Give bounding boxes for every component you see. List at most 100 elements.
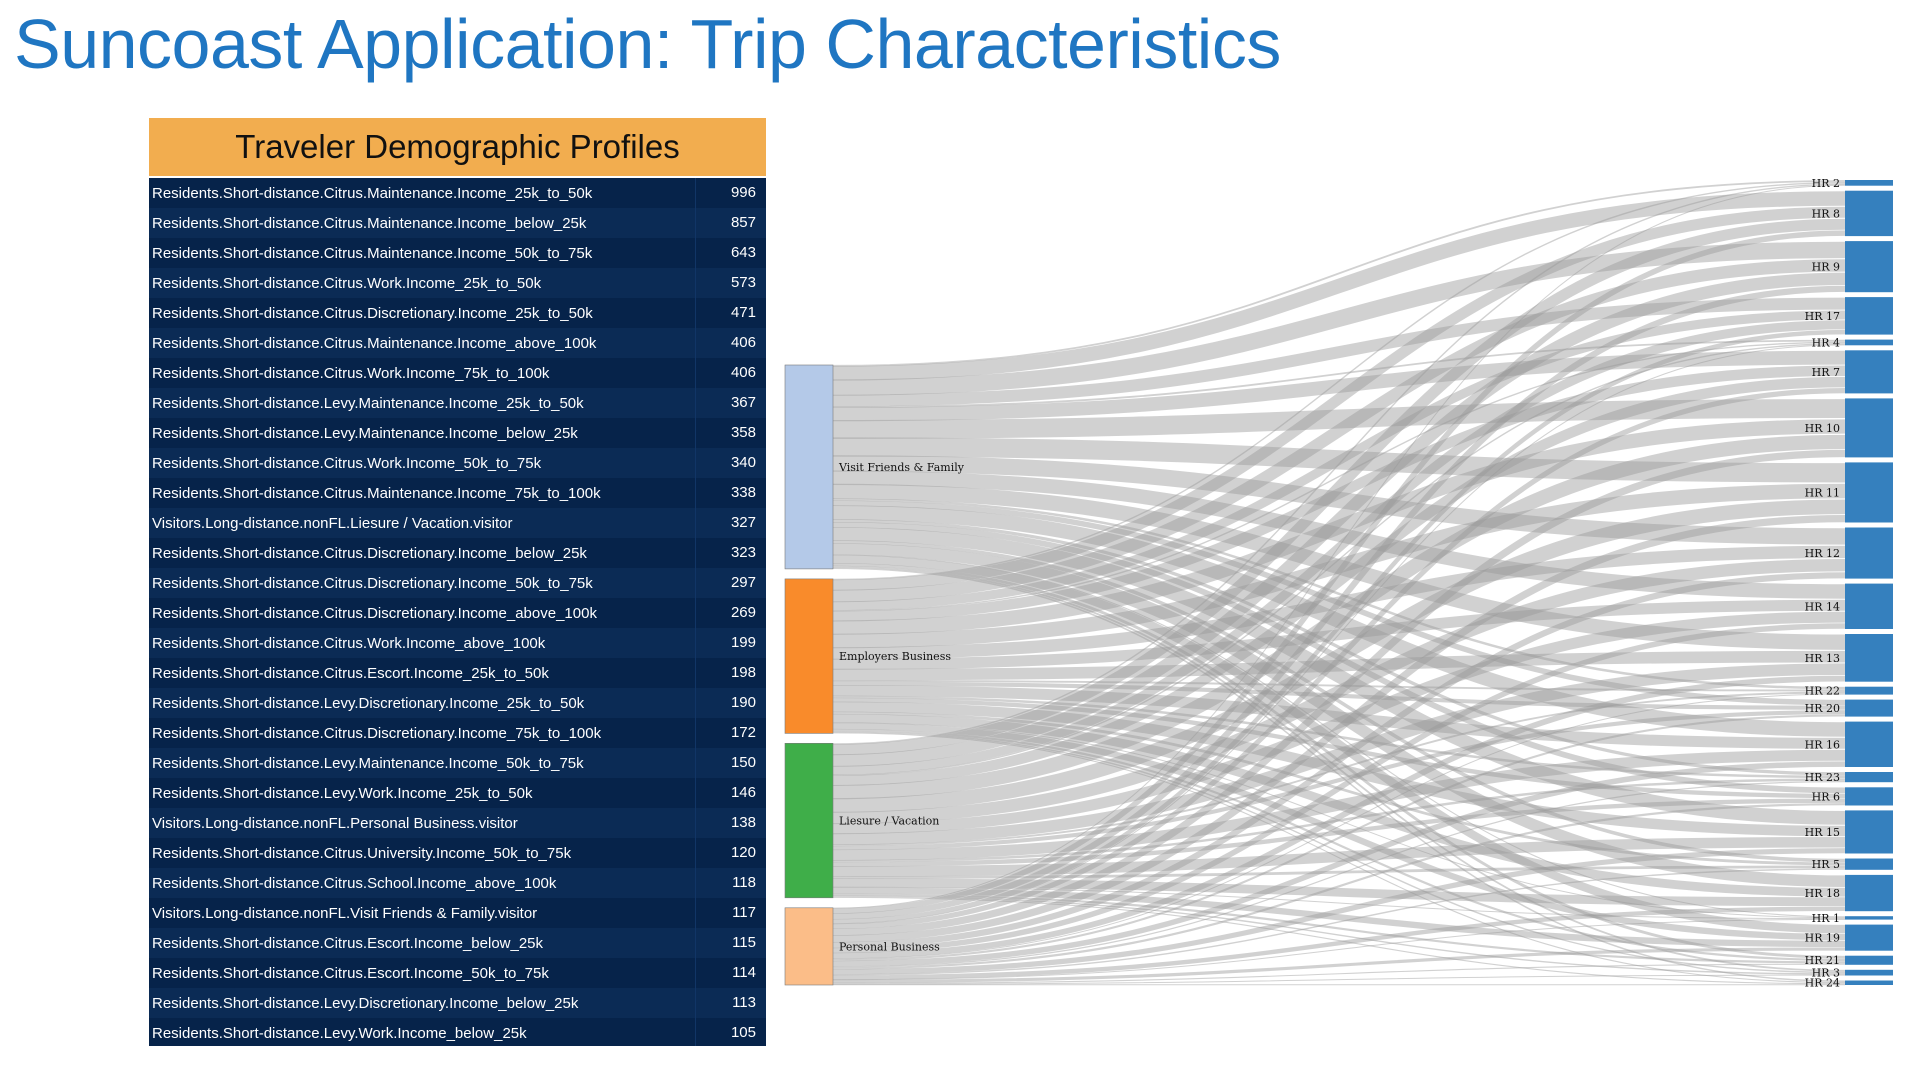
- profile-label: Residents.Short-distance.Levy.Discretion…: [152, 694, 585, 712]
- profile-label: Residents.Short-distance.Citrus.Maintena…: [152, 484, 601, 502]
- sankey-link: [832, 563, 1846, 959]
- sankey-link: [832, 483, 1846, 649]
- sankey-link: [832, 679, 1846, 692]
- sankey-link: [832, 434, 1846, 800]
- sankey-link: [832, 697, 1846, 799]
- target-node-label: HR 23: [1805, 771, 1840, 784]
- sankey-link: [832, 522, 1846, 794]
- profile-count: 190: [695, 688, 766, 718]
- profile-label: Residents.Short-distance.Citrus.Escort.I…: [152, 664, 549, 682]
- profile-label: Visitors.Long-distance.nonFL.Personal Bu…: [152, 814, 518, 832]
- sankey-link: [832, 365, 1846, 622]
- sankey-link: [832, 545, 1846, 660]
- sankey-link: [832, 259, 1846, 603]
- target-node-label: HR 14: [1805, 600, 1840, 613]
- profile-label: Visitors.Long-distance.nonFL.Visit Frien…: [152, 904, 538, 922]
- profile-count: 118: [695, 868, 766, 898]
- sankey-link: [832, 685, 1846, 749]
- profile-label: Residents.Short-distance.Citrus.Discreti…: [152, 574, 593, 592]
- target-node: [1845, 339, 1893, 346]
- sankey-link: [832, 868, 1846, 976]
- profile-count: 857: [695, 208, 766, 238]
- sankey-link: [832, 449, 1846, 936]
- sankey-link: [832, 180, 1846, 367]
- profile-count: 996: [695, 178, 766, 208]
- table-row: Residents.Short-distance.Citrus.Discreti…: [149, 538, 766, 568]
- target-node: [1845, 924, 1893, 951]
- sankey-link: [832, 695, 1846, 779]
- sankey-link: [832, 555, 1846, 934]
- sankey-link: [832, 567, 1846, 982]
- profile-label: Residents.Short-distance.Citrus.Maintena…: [152, 214, 587, 232]
- target-node: [1845, 583, 1893, 629]
- profile-count: 327: [695, 508, 766, 538]
- sankey-link: [832, 963, 1846, 984]
- target-node-label: HR 6: [1812, 790, 1840, 803]
- target-node: [1845, 787, 1893, 806]
- profile-count: 199: [695, 628, 766, 658]
- target-node-label: HR 11: [1805, 487, 1840, 500]
- sankey-link: [832, 184, 1846, 909]
- sankey-link: [832, 749, 1846, 861]
- profile-label: Residents.Short-distance.Citrus.Discreti…: [152, 544, 587, 562]
- target-node: [1845, 916, 1893, 920]
- profile-label: Residents.Short-distance.Citrus.Work.Inc…: [152, 364, 550, 382]
- table-row: Residents.Short-distance.Citrus.Work.Inc…: [149, 358, 766, 388]
- table-row: Residents.Short-distance.Levy.Work.Incom…: [149, 1018, 766, 1046]
- table-row: Visitors.Long-distance.nonFL.Personal Bu…: [149, 808, 766, 838]
- target-node-label: HR 16: [1805, 738, 1840, 751]
- sankey-link: [832, 887, 1846, 948]
- sankey-link: [832, 701, 1846, 837]
- target-node-label: HR 18: [1805, 887, 1840, 900]
- profile-label: Visitors.Long-distance.nonFL.Liesure / V…: [152, 514, 513, 532]
- sankey-link: [832, 722, 1846, 941]
- profile-count: 406: [695, 328, 766, 358]
- sankey-link: [832, 505, 1846, 737]
- table-row: Residents.Short-distance.Citrus.Work.Inc…: [149, 628, 766, 658]
- profile-label: Residents.Short-distance.Levy.Maintenanc…: [152, 754, 584, 772]
- sankey-link: [832, 663, 1846, 845]
- table-row: Residents.Short-distance.Citrus.Maintena…: [149, 208, 766, 238]
- target-node: [1845, 241, 1893, 293]
- sankey-link: [832, 893, 1846, 964]
- sankey-link: [832, 710, 1846, 851]
- sankey-link: [832, 527, 1846, 825]
- profile-label: Residents.Short-distance.Citrus.School.I…: [152, 874, 557, 892]
- target-node: [1845, 634, 1893, 682]
- target-node-label: HR 13: [1805, 652, 1840, 665]
- target-node: [1845, 190, 1893, 237]
- sankey-link: [832, 781, 1846, 968]
- sankey-link: [832, 339, 1846, 408]
- trip-sankey-diagram: Visit Friends & Family Employers Business…: [784, 177, 1893, 990]
- sankey-link: [832, 297, 1846, 407]
- target-node-label: HR 15: [1805, 826, 1840, 839]
- target-node-label: HR 22: [1805, 685, 1840, 698]
- source-node: [784, 364, 834, 570]
- sankey-link: [832, 714, 1846, 962]
- target-node-label: HR 3: [1812, 967, 1840, 980]
- sankey-link: [832, 947, 1846, 983]
- sankey-link: [832, 483, 1846, 650]
- profile-label: Residents.Short-distance.Levy.Work.Incom…: [152, 784, 533, 802]
- source-node-label: Personal Business: [839, 940, 940, 953]
- sankey-link: [832, 878, 1846, 907]
- profile-label: Residents.Short-distance.Citrus.Escort.I…: [152, 934, 544, 952]
- table-row: Residents.Short-distance.Citrus.Maintena…: [149, 178, 766, 208]
- sankey-link: [832, 906, 1846, 980]
- target-node-label: HR 20: [1805, 702, 1840, 715]
- target-node-label: HR 12: [1805, 547, 1840, 560]
- profile-count: 367: [695, 388, 766, 418]
- profile-count: 198: [695, 658, 766, 688]
- profile-label: Residents.Short-distance.Citrus.Work.Inc…: [152, 634, 546, 652]
- profile-label: Residents.Short-distance.Citrus.Maintena…: [152, 244, 593, 262]
- sankey-link: [832, 182, 1846, 581]
- sankey-link: [832, 711, 1846, 866]
- sankey-link: [832, 470, 1846, 599]
- target-node: [1845, 955, 1893, 965]
- sankey-link: [832, 310, 1846, 611]
- sankey-link: [832, 693, 1846, 960]
- target-node: [1845, 721, 1893, 767]
- source-node: [784, 742, 834, 899]
- target-node-label: HR 5: [1812, 858, 1840, 871]
- profile-count: 340: [695, 448, 766, 478]
